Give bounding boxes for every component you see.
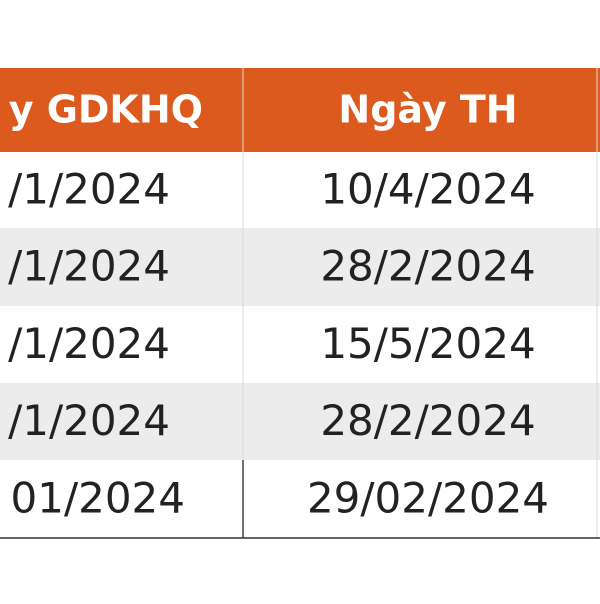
cell: 28/2/2024 xyxy=(320,242,535,291)
row-bg xyxy=(0,383,600,460)
header-row xyxy=(0,68,600,152)
cell: 28/2/2024 xyxy=(320,396,535,445)
cell: /1/2024 xyxy=(8,242,170,291)
header-cell: Ngày TH xyxy=(338,88,517,132)
cell: /1/2024 xyxy=(8,396,170,445)
cell: /1/2024 xyxy=(8,319,170,368)
row-bg xyxy=(0,152,600,228)
header-cell: y GDKHQ xyxy=(9,88,203,132)
cell: 29/02/2024 xyxy=(307,474,549,523)
cell: /1/2024 xyxy=(8,165,170,214)
row-bg xyxy=(0,306,600,383)
cell: 10/4/2024 xyxy=(320,165,535,214)
row-bg xyxy=(0,228,600,306)
cell: 15/5/2024 xyxy=(320,319,535,368)
row-bg xyxy=(0,460,600,538)
cell: 01/2024 xyxy=(11,474,185,523)
